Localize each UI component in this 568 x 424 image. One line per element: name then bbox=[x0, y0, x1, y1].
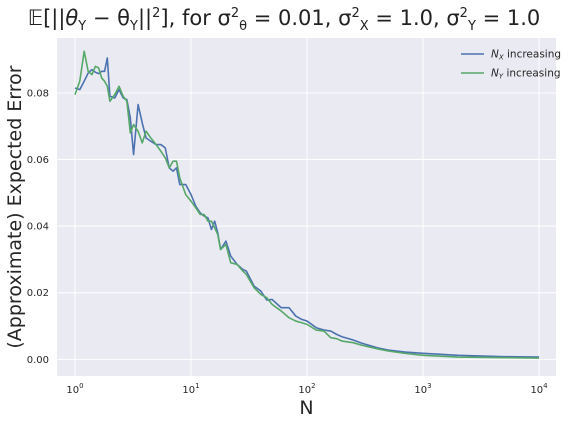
tick-labels: 0.00 0.02 0.04 0.06 0.08 100 101 102 103 104 bbox=[27, 88, 548, 396]
x-tick-label: 104 bbox=[530, 382, 548, 396]
y-tick-label: 0.02 bbox=[27, 288, 49, 299]
gridlines bbox=[57, 38, 556, 376]
x-axis-label: N bbox=[299, 397, 313, 419]
x-tick-label: 100 bbox=[66, 382, 83, 396]
series-line-2 bbox=[74, 50, 540, 359]
y-tick-label: 0.00 bbox=[27, 355, 49, 366]
legend-label-1: NX increasing bbox=[491, 49, 561, 62]
chart-title: 𝔼[||θY − θY||2], for σ2θ = 0.01, σ2X = 1… bbox=[0, 0, 568, 33]
y-tick-label: 0.08 bbox=[27, 88, 49, 99]
x-tick-label: 102 bbox=[298, 382, 315, 396]
plot-area bbox=[57, 38, 556, 376]
x-tick-label: 101 bbox=[182, 382, 199, 396]
x-tick-label: 103 bbox=[414, 382, 431, 396]
series-layer bbox=[74, 50, 540, 359]
legend-label-2: NY increasing bbox=[491, 68, 561, 81]
y-axis-label: (Approximate) Expected Error bbox=[4, 65, 26, 348]
legend: NX increasing NY increasing bbox=[461, 49, 561, 81]
y-tick-label: 0.04 bbox=[27, 222, 49, 233]
y-tick-label: 0.06 bbox=[27, 155, 49, 166]
